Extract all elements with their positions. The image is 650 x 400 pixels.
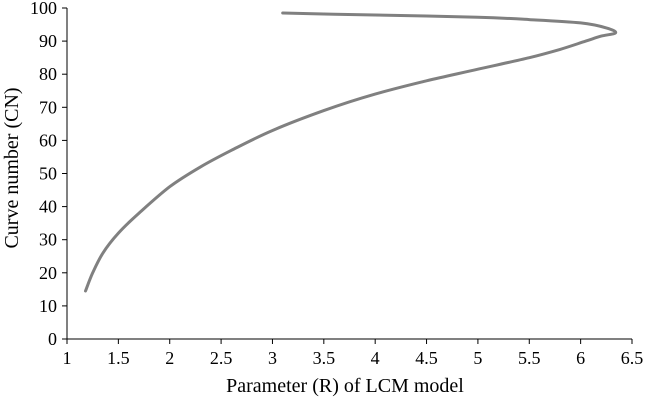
y-tick-label: 100: [30, 0, 57, 18]
x-tick-label: 3: [268, 348, 277, 368]
x-tick-label: 2: [165, 348, 174, 368]
y-tick-label: 50: [39, 164, 57, 184]
y-tick-label: 80: [39, 64, 57, 84]
y-tick-label: 60: [39, 130, 57, 150]
x-tick-label: 6: [576, 348, 585, 368]
x-tick-label: 5.5: [518, 348, 541, 368]
x-tick-label: 5: [473, 348, 482, 368]
x-tick-label: 4: [371, 348, 380, 368]
y-tick-label: 40: [39, 197, 57, 217]
x-tick-label: 1: [63, 348, 72, 368]
y-axis-title: Curve number (CN): [1, 87, 23, 248]
series-line: [84, 11, 618, 293]
x-ticks: 1 1.5 2 2.5 3 3.5 4 4.5 5 5.5 6 6.5: [63, 339, 644, 368]
x-tick-label: 4.5: [415, 348, 438, 368]
x-axis-title: Parameter (R) of LCM model: [226, 375, 464, 397]
y-tick-label: 10: [39, 296, 57, 316]
y-tick-label: 20: [39, 263, 57, 283]
y-tick-label: 70: [39, 97, 57, 117]
series-layer: [84, 11, 618, 293]
y-ticks: 0 10 20 30 40 50 60 70 80 90 100: [30, 0, 67, 349]
x-tick-label: 6.5: [621, 348, 644, 368]
x-tick-label: 2.5: [210, 348, 233, 368]
y-tick-label: 90: [39, 31, 57, 51]
y-tick-label: 0: [48, 329, 57, 349]
x-tick-label: 1.5: [107, 348, 130, 368]
x-tick-label: 3.5: [313, 348, 336, 368]
y-tick-label: 30: [39, 230, 57, 250]
axes: [66, 8, 632, 340]
